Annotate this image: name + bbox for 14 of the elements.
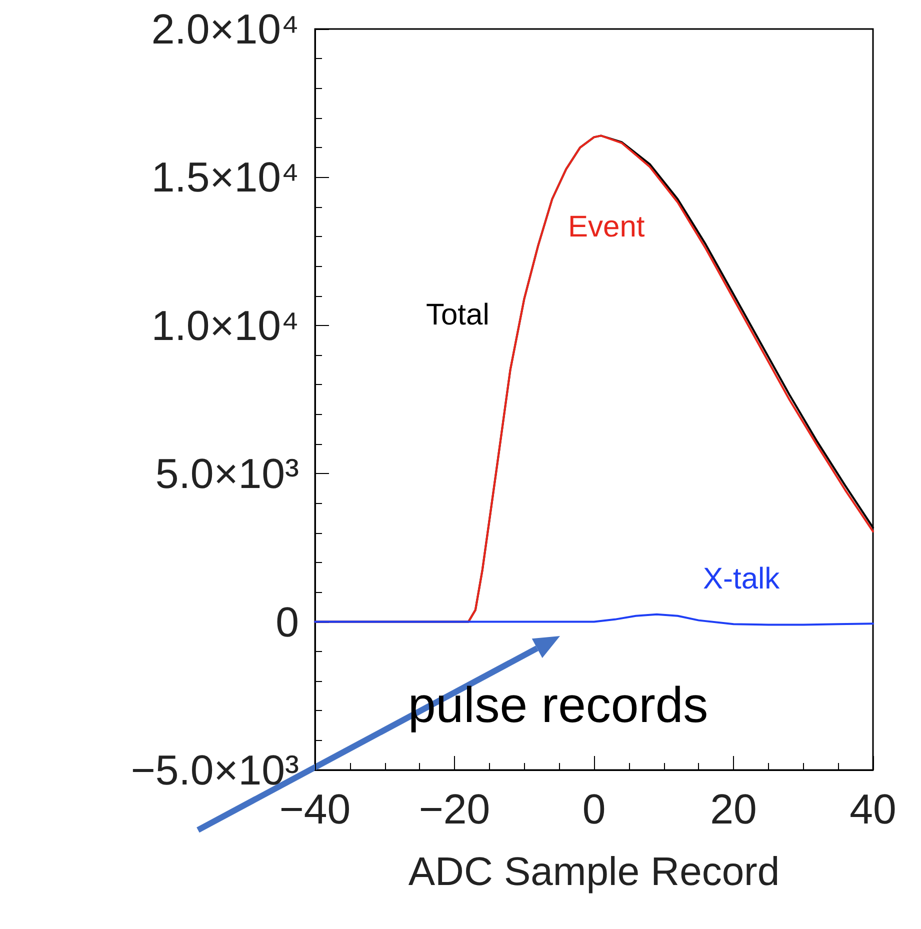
series-label: X-talk <box>703 562 781 596</box>
x-tick-label: 20 <box>710 786 757 832</box>
y-tick-label: 2.0×10⁴ <box>151 6 299 52</box>
y-tick-label: 1.0×10⁴ <box>151 302 299 349</box>
x-tick-label: 40 <box>850 786 896 832</box>
x-tick-label: 0 <box>582 786 606 832</box>
y-tick-label: 1.5×10⁴ <box>151 154 299 201</box>
x-axis-title: ADC Sample Record <box>408 850 780 894</box>
series-label: Event <box>568 210 646 244</box>
y-tick-label: 5.0×10³ <box>155 450 300 498</box>
y-tick-label: 0 <box>276 598 299 646</box>
series-label: Total <box>426 298 490 332</box>
x-tick-label: −20 <box>418 786 490 832</box>
line-series <box>314 613 874 626</box>
